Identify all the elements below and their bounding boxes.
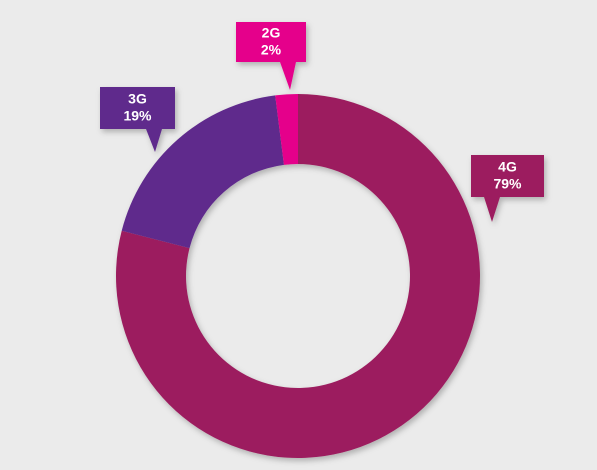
value-label: 2% (261, 42, 282, 58)
callout-box (100, 87, 175, 152)
value-label: 79% (493, 176, 522, 192)
donut (116, 94, 481, 459)
donut-segment (121, 95, 284, 249)
category-label: 4G (498, 159, 517, 175)
value-label: 19% (123, 108, 152, 124)
category-label: 2G (262, 25, 281, 41)
callout-box (236, 22, 306, 90)
callout-box (471, 155, 544, 222)
category-label: 3G (128, 91, 147, 107)
donut-segment (275, 94, 298, 165)
donut-segment (116, 94, 481, 459)
